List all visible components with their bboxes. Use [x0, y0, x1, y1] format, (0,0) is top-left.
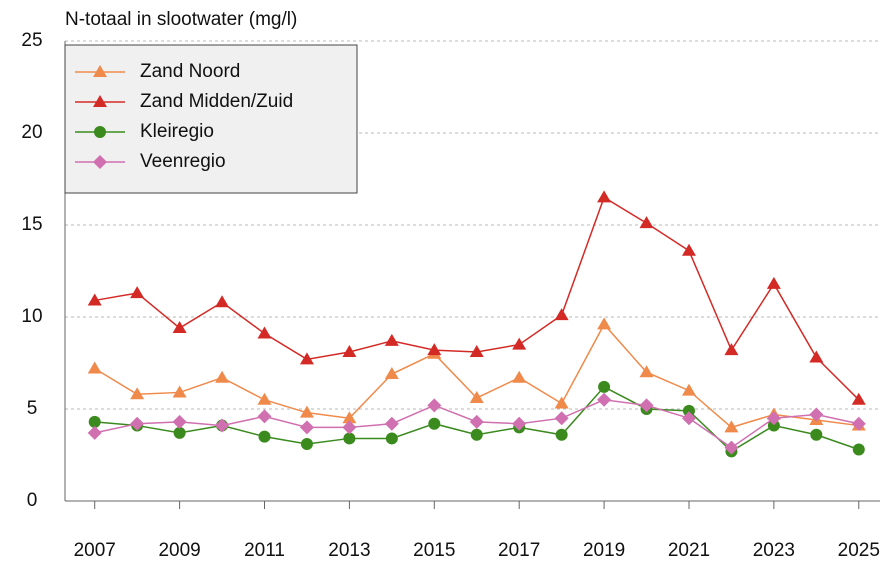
y-tick-label: 10 — [21, 306, 42, 327]
marker — [681, 411, 696, 426]
marker — [809, 350, 824, 363]
legend-label: Veenregio — [140, 151, 226, 172]
marker — [427, 398, 442, 413]
marker — [767, 419, 780, 432]
marker — [639, 216, 654, 229]
marker — [384, 367, 399, 380]
x-tick-label: 2019 — [583, 540, 625, 561]
marker — [555, 428, 568, 441]
marker — [300, 437, 313, 450]
y-tick-label: 0 — [27, 490, 38, 511]
marker — [682, 404, 695, 417]
marker — [851, 392, 866, 405]
marker — [93, 155, 107, 169]
marker — [384, 416, 399, 431]
marker — [597, 392, 612, 407]
marker — [809, 407, 824, 422]
marker — [681, 243, 696, 256]
marker — [257, 326, 272, 339]
marker — [258, 430, 271, 443]
x-tick-label: 2009 — [158, 540, 200, 561]
series-line — [94, 323, 859, 429]
marker — [87, 361, 102, 374]
marker — [299, 352, 314, 365]
legend-label: Kleiregio — [140, 121, 214, 142]
marker — [512, 416, 527, 431]
y-tick-label: 15 — [21, 214, 42, 235]
marker — [724, 440, 739, 455]
marker — [428, 417, 441, 430]
marker — [130, 416, 145, 431]
marker — [469, 414, 484, 429]
marker — [554, 308, 569, 321]
x-tick-label: 2013 — [328, 540, 370, 561]
marker — [766, 411, 781, 426]
x-tick-label: 2011 — [244, 540, 285, 561]
marker — [470, 428, 483, 441]
y-tick-label: 20 — [21, 122, 42, 143]
marker — [597, 317, 612, 330]
marker — [342, 344, 357, 357]
marker — [639, 365, 654, 378]
x-tick-label: 2023 — [753, 540, 795, 561]
x-tick-label: 2015 — [413, 540, 455, 561]
marker — [512, 337, 527, 350]
legend-label: Zand Midden/Zuid — [140, 91, 293, 112]
marker — [851, 416, 866, 431]
marker — [724, 420, 739, 433]
marker — [93, 65, 107, 77]
marker — [257, 392, 272, 405]
marker — [94, 126, 106, 138]
y-tick-label: 5 — [27, 398, 38, 419]
marker — [554, 396, 569, 409]
y-tick-label: 25 — [21, 30, 42, 51]
marker — [172, 385, 187, 398]
marker — [215, 418, 230, 433]
marker — [173, 426, 186, 439]
marker — [93, 95, 107, 107]
marker — [342, 411, 357, 424]
marker — [130, 286, 145, 299]
marker — [343, 432, 356, 445]
marker — [130, 387, 145, 400]
marker — [681, 383, 696, 396]
marker — [87, 293, 102, 306]
marker — [257, 409, 272, 424]
marker — [299, 420, 314, 435]
marker — [469, 344, 484, 357]
marker — [427, 343, 442, 356]
marker — [172, 414, 187, 429]
marker — [724, 343, 739, 356]
x-tick-label: 2017 — [498, 540, 540, 561]
chart-title: N-totaal in slootwater (mg/l) — [65, 9, 297, 30]
legend-box — [64, 44, 358, 194]
marker — [87, 425, 102, 440]
marker — [639, 398, 654, 413]
marker — [810, 428, 823, 441]
marker — [88, 415, 101, 428]
marker — [469, 390, 484, 403]
marker — [299, 405, 314, 418]
marker — [385, 432, 398, 445]
series-line — [94, 196, 860, 401]
legend-label: Zand Noord — [140, 61, 240, 82]
marker — [215, 295, 230, 308]
marker — [384, 333, 399, 346]
marker — [766, 276, 781, 289]
marker — [342, 420, 357, 435]
marker — [852, 443, 865, 456]
x-tick-label: 2021 — [668, 540, 710, 561]
marker — [172, 321, 187, 334]
marker — [598, 380, 611, 393]
marker — [215, 370, 230, 383]
marker — [597, 190, 612, 203]
x-tick-label: 2007 — [74, 540, 116, 561]
x-tick-label: 2025 — [838, 540, 880, 561]
marker — [512, 370, 527, 383]
marker — [554, 411, 569, 426]
